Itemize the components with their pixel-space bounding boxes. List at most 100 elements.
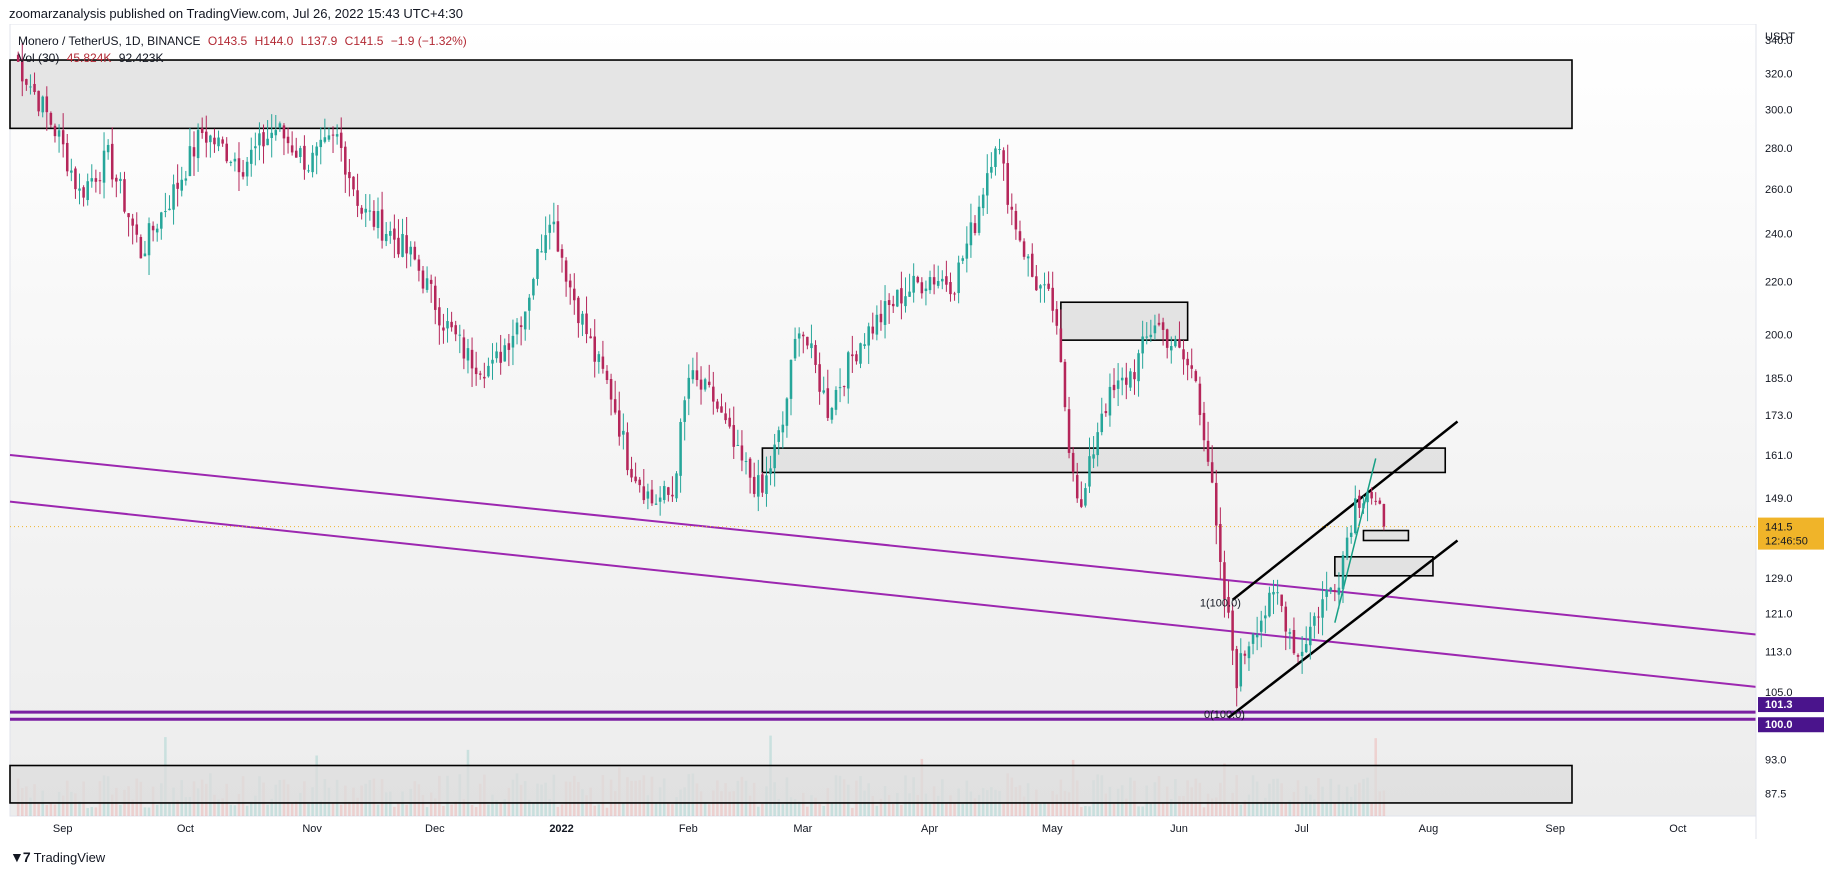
volume-bar: [671, 804, 674, 816]
candle-body: [536, 248, 539, 279]
candle-body: [192, 147, 196, 157]
candle-body: [1223, 562, 1226, 600]
candle-body: [1149, 334, 1153, 338]
volume-bar: [1313, 799, 1316, 816]
candle-body: [646, 491, 650, 499]
candle-body: [846, 352, 850, 389]
candle-body: [1170, 346, 1173, 351]
candle-body: [335, 134, 339, 137]
candle-body: [769, 468, 772, 475]
volume-bar: [245, 805, 249, 816]
candle-body: [1174, 339, 1177, 347]
candle-body: [1272, 591, 1275, 595]
candle-body: [327, 135, 331, 140]
volume-bar: [814, 797, 817, 816]
volume-bar: [487, 804, 490, 816]
candle-body: [740, 445, 744, 461]
candle-body: [160, 212, 163, 229]
volume-bar: [1055, 794, 1059, 816]
candle-body: [519, 325, 523, 328]
volume-bar: [78, 800, 81, 816]
candle-body: [1235, 649, 1238, 689]
candle-body: [1047, 283, 1050, 289]
volume-bar: [605, 807, 609, 816]
candle-body: [303, 145, 306, 170]
candle-body: [352, 176, 355, 190]
candle-body: [139, 236, 143, 259]
price-axis-unit: USDT: [1765, 31, 1795, 43]
candle-body: [1075, 475, 1079, 499]
candle-body: [249, 149, 253, 164]
candle-body: [1317, 616, 1320, 618]
candle-body: [115, 177, 118, 182]
time-tick-label: Nov: [302, 823, 322, 835]
price-tick-label: 320.0: [1765, 69, 1793, 81]
time-axis: Sep Oct Nov Dec 2022 Feb Mar Apr May Jun Jul Aug Sep…: [53, 823, 1687, 835]
candle-body: [1202, 412, 1206, 441]
volume-bar: [593, 805, 596, 816]
candle-body: [1239, 653, 1243, 687]
time-tick-label: Aug: [1419, 823, 1439, 835]
time-tick-label: Sep: [1545, 823, 1565, 835]
volume-bar: [384, 792, 388, 816]
published-line: zoomarzanalysis published on TradingView…: [9, 6, 463, 21]
candle-body: [241, 172, 245, 177]
candle-body: [389, 231, 392, 236]
volume-bar: [1206, 793, 1210, 816]
volume-bar: [761, 803, 764, 816]
time-tick-label: Jul: [1295, 823, 1309, 835]
candle-body: [568, 280, 572, 288]
time-tick-label: May: [1042, 823, 1063, 835]
candle-body: [597, 354, 601, 362]
fib-label-top: 1(100.0): [1200, 598, 1241, 610]
volume-bar: [184, 797, 188, 816]
candle-body: [1337, 587, 1341, 595]
candle-body: [82, 187, 85, 198]
candle-body: [617, 410, 621, 437]
candle-body: [1161, 322, 1165, 330]
volume-bar: [977, 794, 981, 816]
volume-bar: [830, 802, 834, 816]
candle-body: [462, 337, 466, 359]
time-tick-label: Jun: [1170, 823, 1188, 835]
price-tick-label: 300.0: [1765, 105, 1793, 117]
candle-body: [286, 136, 290, 144]
candle-body: [1165, 329, 1169, 348]
zone-box: [1060, 301, 1189, 341]
candle-body: [213, 137, 216, 145]
volume-bar: [143, 807, 147, 816]
candle-body: [859, 343, 862, 364]
candle-body: [429, 279, 433, 284]
candle-body: [393, 228, 396, 240]
price-chart[interactable]: 1(100.0) 0(100.0) USDT 87.5 93.0 105.0 113.0 1…: [0, 23, 1834, 839]
legend-open: O143.5: [207, 34, 248, 48]
volume-bar: [916, 794, 920, 816]
candle-body: [581, 313, 584, 325]
price-tick-label: 129.0: [1765, 573, 1793, 585]
candle-body: [720, 406, 723, 413]
candle-body: [879, 313, 883, 323]
chart-area[interactable]: 1(100.0) 0(100.0) USDT 87.5 93.0 105.0 113.0 1…: [0, 23, 1834, 839]
candle-body: [732, 425, 736, 447]
candle-body: [511, 335, 515, 348]
candle-body: [1116, 380, 1120, 389]
volume-bar: [1325, 801, 1328, 816]
candle-body: [233, 158, 237, 162]
volume-bar: [188, 796, 192, 816]
legend-volume-ma: 92.423K: [118, 51, 164, 65]
candle-body: [147, 223, 151, 256]
volume-bar: [781, 804, 785, 816]
candle-body: [282, 125, 286, 139]
volume-bar: [299, 792, 302, 816]
volume-bar: [266, 804, 269, 816]
volume-bar: [887, 794, 891, 816]
candle-body: [540, 251, 543, 253]
volume-bar: [474, 807, 478, 816]
candle-body: [409, 246, 412, 255]
volume-bar: [442, 805, 445, 816]
volume-bar: [1349, 796, 1353, 816]
volume-bar: [499, 803, 502, 816]
volume-bar: [757, 806, 760, 816]
volume-bar: [147, 807, 151, 816]
volume-bar: [1112, 803, 1116, 816]
